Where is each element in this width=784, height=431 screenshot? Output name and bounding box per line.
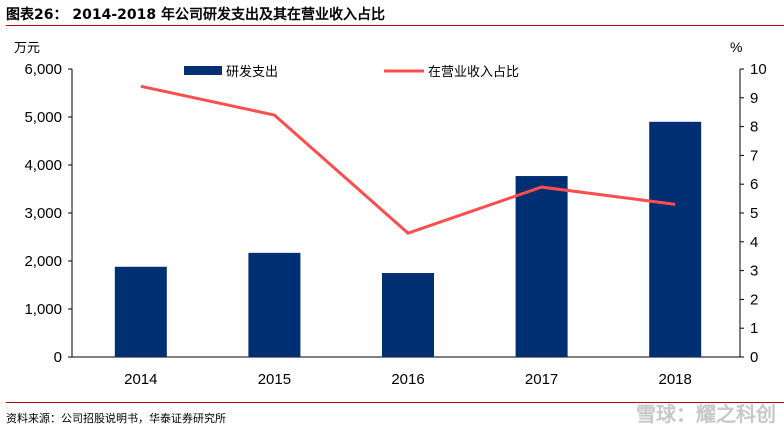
bar-2014 (114, 266, 167, 357)
watermark: 雪球：耀之科创 (636, 402, 776, 426)
right-tick-label: 8 (750, 119, 758, 136)
x-tick-label: 2017 (525, 371, 558, 388)
legend-bar-label: 研发支出 (226, 64, 278, 79)
legend-line-label: 在营业收入占比 (428, 64, 519, 79)
right-tick-label: 3 (750, 263, 758, 280)
left-tick-label: 6,000 (24, 61, 62, 78)
footer-divider (6, 402, 784, 403)
right-tick-label: 1 (750, 320, 758, 337)
right-tick-label: 6 (750, 176, 758, 193)
legend-bar-swatch (184, 66, 222, 75)
bar-2018 (649, 121, 702, 357)
right-tick-label: 2 (750, 291, 758, 308)
x-tick-label: 2014 (124, 371, 157, 388)
right-tick-label: 9 (750, 90, 758, 107)
left-tick-label: 2,000 (24, 253, 62, 270)
x-tick-label: 2018 (659, 371, 692, 388)
left-tick-label: 0 (54, 349, 62, 366)
right-tick-label: 4 (750, 234, 758, 251)
left-tick-label: 3,000 (24, 205, 62, 222)
bar-2017 (515, 176, 568, 357)
left-tick-label: 1,000 (24, 301, 62, 318)
line-series-ratio (140, 84, 676, 235)
right-axis-unit: % (730, 39, 742, 55)
right-tick-label: 10 (750, 61, 767, 78)
right-tick-label: 7 (750, 147, 758, 164)
x-tick-label: 2015 (258, 371, 291, 388)
bar-2015 (248, 252, 301, 357)
left-axis-unit: 万元 (14, 40, 40, 55)
x-tick-label: 2016 (391, 371, 424, 388)
bar-2016 (382, 273, 434, 357)
chart-title: 图表26： 2014-2018 年公司研发支出及其在营业收入占比 (6, 7, 385, 23)
right-tick-label: 0 (750, 349, 758, 366)
source-note: 资料来源：公司招股说明书，华泰证券研究所 (6, 412, 226, 425)
title-divider (6, 25, 784, 26)
left-tick-label: 4,000 (24, 157, 62, 174)
left-tick-label: 5,000 (24, 109, 62, 126)
right-tick-label: 5 (750, 205, 758, 222)
